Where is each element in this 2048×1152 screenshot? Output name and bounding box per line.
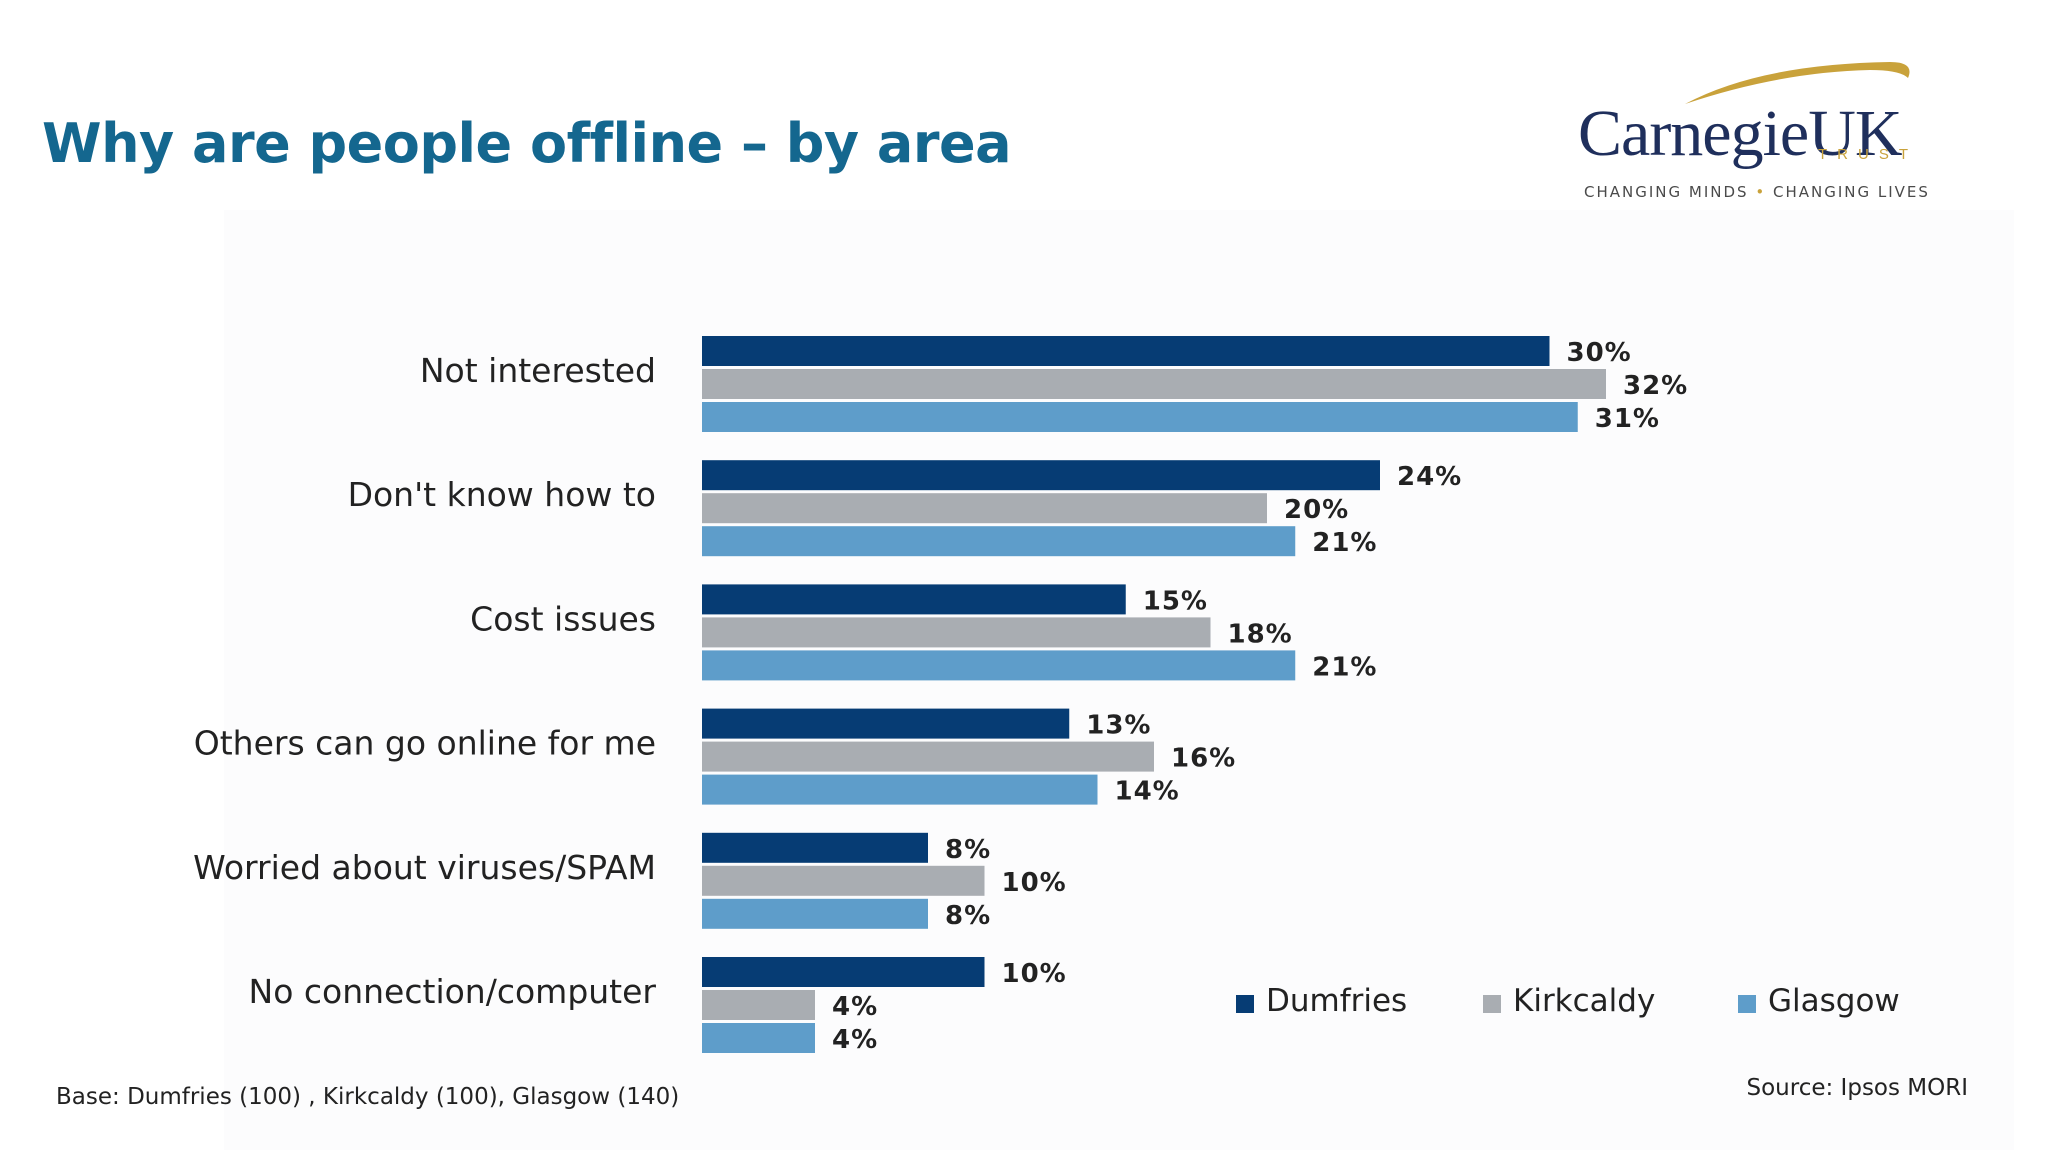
bar-dumfries-not-interested: [702, 336, 1550, 366]
legend-label-dumfries: Dumfries: [1266, 983, 1407, 1019]
category-label-others-can-go-online-for-me: Others can go online for me: [194, 724, 656, 763]
data-label-glasgow-not-interested: 31%: [1595, 404, 1660, 434]
legend-label-glasgow: Glasgow: [1768, 983, 1900, 1019]
data-label-kirkcaldy-cost-issues: 18%: [1228, 619, 1293, 649]
data-label-kirkcaldy-worried-about-viruses-spam: 10%: [1002, 868, 1067, 898]
category-label-no-connection-computer: No connection/computer: [249, 972, 657, 1011]
data-label-kirkcaldy-don-t-know-how-to: 20%: [1284, 495, 1349, 525]
bar-glasgow-no-connection-computer: [702, 1023, 815, 1053]
bar-kirkcaldy-don-t-know-how-to: [702, 493, 1267, 524]
logo-tagline-left: CHANGING MINDS: [1584, 183, 1749, 201]
bar-dumfries-no-connection-computer: [702, 957, 985, 987]
data-label-dumfries-worried-about-viruses-spam: 8%: [945, 835, 991, 865]
bar-dumfries-cost-issues: [702, 584, 1126, 615]
bar-dumfries-others-can-go-online-for-me: [702, 708, 1070, 739]
logo-wordmark: CarnegieUK: [1578, 97, 1903, 170]
bar-kirkcaldy-not-interested: [702, 369, 1606, 399]
logo-tagline-separator: •: [1755, 183, 1767, 201]
category-label-not-interested: Not interested: [420, 351, 656, 390]
bar-glasgow-don-t-know-how-to: [702, 526, 1296, 557]
carnegie-uk-logo: CarnegieUK TRUST CHANGING MINDS • CHANGI…: [1560, 56, 1980, 216]
source-note: Source: Ipsos MORI: [1746, 1075, 1969, 1101]
logo-tagline-right: CHANGING LIVES: [1772, 183, 1930, 201]
category-label-worried-about-viruses-spam: Worried about viruses/SPAM: [193, 848, 656, 887]
bar-kirkcaldy-worried-about-viruses-spam: [702, 865, 985, 896]
bar-kirkcaldy-no-connection-computer: [702, 990, 815, 1020]
data-label-kirkcaldy-others-can-go-online-for-me: 16%: [1171, 744, 1236, 774]
data-label-glasgow-others-can-go-online-for-me: 14%: [1115, 777, 1180, 807]
legend-swatch-kirkcaldy: [1483, 995, 1501, 1013]
logo-tagline: CHANGING MINDS • CHANGING LIVES: [1584, 183, 1930, 201]
category-label-cost-issues: Cost issues: [470, 599, 656, 638]
logo-trust: TRUST: [1818, 146, 1918, 163]
logo-swoosh: [1685, 62, 1910, 104]
bar-glasgow-cost-issues: [702, 650, 1296, 681]
data-label-glasgow-no-connection-computer: 4%: [832, 1025, 878, 1055]
bar-dumfries-don-t-know-how-to: [702, 460, 1380, 491]
bar-dumfries-worried-about-viruses-spam: [702, 832, 928, 863]
data-label-glasgow-don-t-know-how-to: 21%: [1312, 528, 1377, 558]
legend-swatch-dumfries: [1236, 995, 1254, 1013]
bar-glasgow-not-interested: [702, 402, 1578, 432]
data-label-glasgow-cost-issues: 21%: [1312, 652, 1377, 682]
data-label-glasgow-worried-about-viruses-spam: 8%: [945, 901, 991, 931]
data-label-dumfries-others-can-go-online-for-me: 13%: [1086, 711, 1151, 741]
bar-glasgow-worried-about-viruses-spam: [702, 898, 928, 929]
bar-glasgow-others-can-go-online-for-me: [702, 774, 1098, 805]
bar-kirkcaldy-others-can-go-online-for-me: [702, 741, 1154, 772]
data-label-dumfries-not-interested: 30%: [1567, 338, 1632, 368]
data-label-kirkcaldy-no-connection-computer: 4%: [832, 992, 878, 1022]
legend-swatch-glasgow: [1738, 995, 1756, 1013]
data-label-dumfries-cost-issues: 15%: [1143, 586, 1208, 616]
data-label-dumfries-no-connection-computer: 10%: [1002, 959, 1067, 989]
legend-label-kirkcaldy: Kirkcaldy: [1513, 983, 1655, 1019]
data-label-dumfries-don-t-know-how-to: 24%: [1397, 462, 1462, 492]
bar-kirkcaldy-cost-issues: [702, 617, 1211, 648]
base-note: Base: Dumfries (100) , Kirkcaldy (100), …: [56, 1084, 680, 1110]
category-label-don-t-know-how-to: Don't know how to: [348, 475, 656, 514]
slide-title: Why are people offline – by area: [42, 112, 1012, 175]
data-label-kirkcaldy-not-interested: 32%: [1623, 371, 1688, 401]
